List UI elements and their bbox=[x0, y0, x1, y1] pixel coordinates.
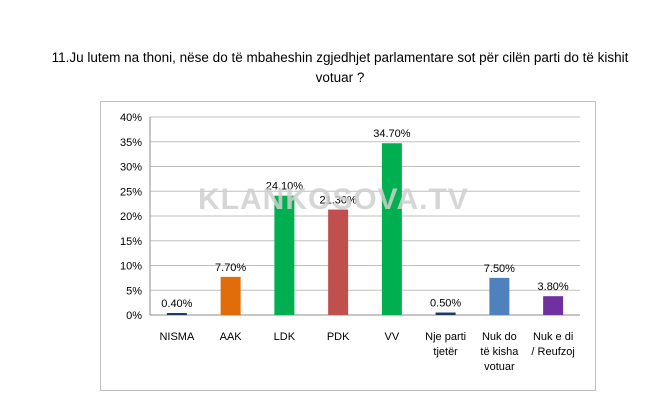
x-tick-label: PDK bbox=[327, 331, 350, 343]
data-label: 24.10% bbox=[266, 181, 304, 193]
bar bbox=[435, 312, 456, 315]
x-tick-label: LDK bbox=[274, 331, 296, 343]
y-tick-label: 40% bbox=[120, 112, 142, 124]
x-tick-label: Nje parti tjetër bbox=[425, 331, 466, 358]
bar bbox=[166, 313, 187, 315]
bar bbox=[328, 209, 349, 315]
y-tick-label: 30% bbox=[120, 162, 142, 174]
y-tick-label: 0% bbox=[126, 310, 142, 322]
bar bbox=[220, 276, 241, 315]
watermark: KLANKOSOVA.TV bbox=[198, 183, 469, 216]
bar bbox=[381, 143, 402, 315]
y-tick-label: 10% bbox=[120, 261, 142, 273]
y-tick-label: 15% bbox=[120, 236, 142, 248]
bar bbox=[543, 296, 564, 315]
y-tick-label: 25% bbox=[120, 186, 142, 198]
question-line-1: 11.Ju lutem na thoni, nëse do të mbahesh… bbox=[51, 50, 629, 65]
question-line-2: votuar ? bbox=[315, 70, 365, 85]
data-label: 0.50% bbox=[430, 298, 461, 310]
data-label: 0.40% bbox=[161, 298, 192, 310]
x-tick-label: Nuk do të kisha votuar bbox=[480, 331, 519, 373]
x-tick-label: AAK bbox=[220, 331, 243, 343]
data-label: 34.70% bbox=[373, 128, 411, 140]
y-tick-label: 20% bbox=[120, 211, 142, 223]
x-tick-label: VV bbox=[385, 331, 400, 343]
y-tick-label: 35% bbox=[120, 137, 142, 149]
x-tick-label: Nuk e di / Reufzoj bbox=[531, 331, 574, 358]
x-tick-label: NISMA bbox=[159, 331, 195, 343]
bar bbox=[274, 195, 295, 315]
data-label: 21.30% bbox=[319, 195, 357, 207]
data-label: 7.50% bbox=[484, 263, 515, 275]
bar bbox=[489, 277, 510, 315]
y-tick-label: 5% bbox=[126, 285, 142, 297]
data-label: 7.70% bbox=[215, 262, 246, 274]
data-label: 3.80% bbox=[538, 281, 569, 293]
question-title: 11.Ju lutem na thoni, nëse do të mbahesh… bbox=[40, 48, 640, 88]
